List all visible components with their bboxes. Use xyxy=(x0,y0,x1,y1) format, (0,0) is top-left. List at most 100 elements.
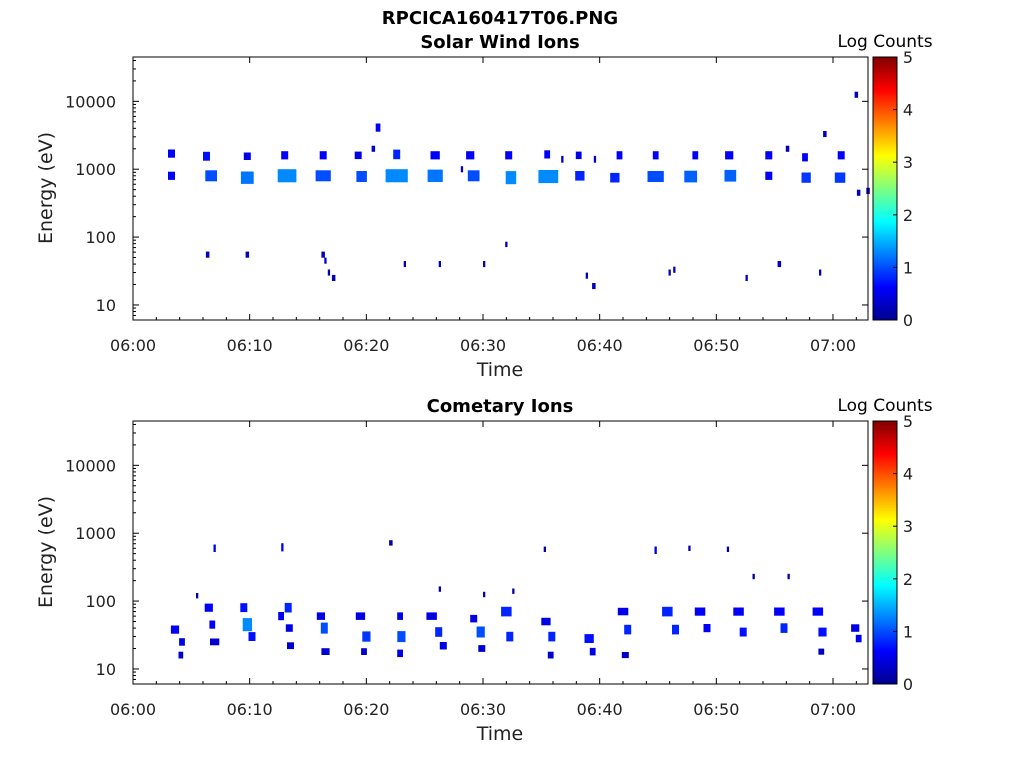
heatmap-cells xyxy=(170,540,862,659)
y-tick-label: 1000 xyxy=(75,160,116,179)
heatmap-cell xyxy=(179,638,185,646)
heatmap-cell xyxy=(327,269,331,276)
y-ticks: 10 100 1000 10000 xyxy=(65,423,868,685)
colorbar-tick-label: 2 xyxy=(903,570,913,589)
plot-frame xyxy=(132,420,869,685)
heatmap-cell xyxy=(624,624,632,635)
colorbar-tick-label: 3 xyxy=(903,517,913,536)
heatmap-cell xyxy=(355,612,366,620)
heatmap-cell xyxy=(205,251,210,258)
y-tick-label: 100 xyxy=(85,592,116,611)
colorbar-tick-label: 5 xyxy=(903,48,913,67)
x-tick-label: 06:30 xyxy=(460,336,506,355)
y-tick-label: 100 xyxy=(85,228,116,247)
x-tick-label: 06:30 xyxy=(460,700,506,719)
y-tick-label: 10000 xyxy=(65,456,116,475)
x-tick-label: 06:50 xyxy=(693,336,739,355)
heatmap-cell xyxy=(178,651,184,659)
heatmap-cell xyxy=(426,612,437,620)
heatmap-cell xyxy=(774,607,785,616)
heatmap-cell xyxy=(281,543,284,552)
y-tick-label: 10 xyxy=(96,660,116,679)
heatmap-cell xyxy=(621,652,629,659)
heatmap-cell xyxy=(818,627,827,637)
heatmap-cell xyxy=(460,166,464,173)
x-tick-label: 06:10 xyxy=(227,700,273,719)
heatmap-cell xyxy=(476,626,485,638)
heatmap-cell xyxy=(240,171,254,184)
heatmap-cell xyxy=(662,606,673,617)
heatmap-cell xyxy=(168,171,175,180)
heatmap-cell xyxy=(375,123,381,132)
heatmap-cell xyxy=(204,603,213,612)
heatmap-cell xyxy=(745,274,748,281)
x-tick-label: 06:00 xyxy=(110,336,156,355)
x-tick-label: 07:00 xyxy=(810,700,856,719)
heatmap-cell xyxy=(196,593,199,599)
heatmap-cell xyxy=(801,172,811,183)
colorbar-ticks: 0 1 2 3 4 5 xyxy=(893,48,913,330)
heatmap-cell xyxy=(321,648,330,655)
heatmap-cell xyxy=(277,169,297,183)
colorbar-gradient xyxy=(872,420,898,685)
panel-title: Cometary Ions xyxy=(427,396,574,417)
heatmap-cell xyxy=(777,261,782,268)
heatmap-cell xyxy=(397,649,403,658)
heatmap-cell xyxy=(739,627,747,637)
heatmap-cell xyxy=(324,257,327,264)
colorbar-label: Log Counts xyxy=(837,32,932,52)
x-tick-label: 06:40 xyxy=(577,700,623,719)
heatmap-cell xyxy=(501,606,512,617)
colorbar-tick-label: 0 xyxy=(903,675,913,694)
heatmap-cell xyxy=(430,151,440,160)
colorbar-tick-label: 4 xyxy=(903,101,913,120)
colorbar: Log Counts 0 1 2 3 4 5 xyxy=(837,32,932,330)
heatmap-cell xyxy=(397,631,406,643)
colorbar-tick-label: 3 xyxy=(903,153,913,172)
heatmap-cell xyxy=(242,618,252,632)
heatmap-cell xyxy=(672,624,679,635)
heatmap-cell xyxy=(724,169,737,182)
y-tick-label: 10 xyxy=(96,296,116,315)
cometary-panel: Cometary Ions 06:00 06:10 06:20 06:30 06:40 0… xyxy=(35,396,933,745)
heatmap-cell xyxy=(818,648,825,655)
heatmap-cell xyxy=(785,145,790,152)
x-tick-label: 06:20 xyxy=(343,336,389,355)
heatmap-cell xyxy=(575,151,582,160)
heatmap-cell xyxy=(315,170,331,182)
heatmap-cell xyxy=(851,624,860,632)
x-tick-label: 06:00 xyxy=(110,700,156,719)
heatmap-cell xyxy=(470,614,478,623)
figure-title: RPCICA160417T06.PNG xyxy=(382,8,618,29)
x-axis-label: Time xyxy=(476,723,524,745)
heatmap-cell xyxy=(356,171,367,182)
heatmap-cell xyxy=(765,151,773,160)
heatmap-cell xyxy=(812,607,824,616)
heatmap-cell xyxy=(243,152,251,160)
heatmap-cell xyxy=(654,546,657,554)
y-axis-label: Energy (eV) xyxy=(35,496,57,608)
heatmap-cell xyxy=(854,91,859,98)
heatmap-cell xyxy=(585,272,588,279)
heatmap-cell xyxy=(371,145,376,152)
heatmap-cell xyxy=(538,170,559,184)
heatmap-cell xyxy=(505,241,508,248)
heatmap-cell xyxy=(733,607,744,616)
heatmap-cell xyxy=(652,151,659,160)
heatmap-cell xyxy=(427,169,443,182)
solar-wind-panel: Solar Wind Ions 06:00 06:10 06:20 06:30 06:4… xyxy=(35,32,933,381)
heatmap-cell xyxy=(210,638,220,646)
heatmap-cell xyxy=(668,269,671,276)
colorbar-tick-label: 2 xyxy=(903,206,913,225)
heatmap-cell xyxy=(393,149,401,160)
heatmap-cell xyxy=(319,151,327,160)
x-ticks: 06:00 06:10 06:20 06:30 06:40 06:50 07:00 xyxy=(110,421,857,719)
heatmap-cell xyxy=(245,251,250,258)
heatmap-cell xyxy=(855,634,862,643)
heatmap-cell xyxy=(694,607,706,616)
colorbar: Log Counts 0 1 2 3 4 5 xyxy=(837,396,932,694)
heatmap-cell xyxy=(856,189,861,196)
x-tick-label: 06:40 xyxy=(577,336,623,355)
heatmap-cell xyxy=(467,170,480,182)
heatmap-cell xyxy=(170,625,180,634)
